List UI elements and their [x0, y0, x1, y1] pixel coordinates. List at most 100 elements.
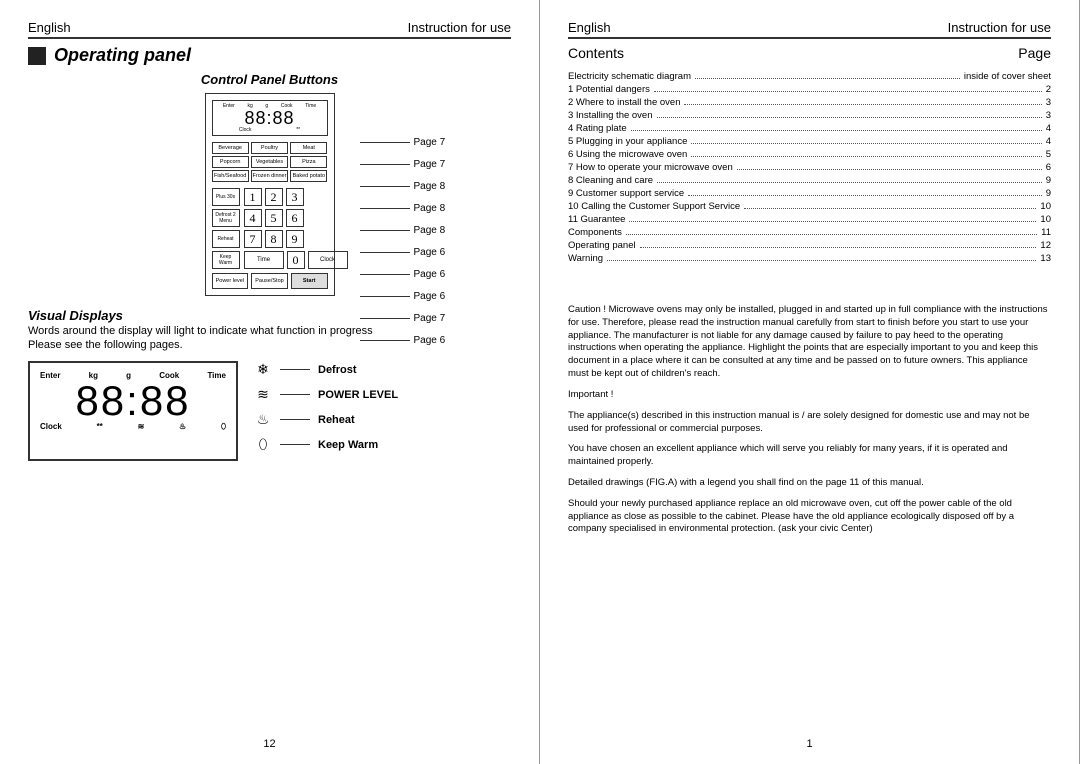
toc-row: Electricity schematic diagraminside of c… [568, 71, 1051, 82]
preset-button: Popcorn [212, 156, 249, 168]
keypad-key: 8 [265, 230, 283, 248]
black-square-icon [28, 47, 46, 65]
caution-p2: The appliance(s) described in this instr… [568, 410, 1051, 436]
caution-p3: You have chosen an excellent appliance w… [568, 443, 1051, 469]
bottom-button: Pause/Stop [251, 273, 288, 289]
toc-row: 8 Cleaning and care9 [568, 175, 1051, 186]
toc-row: 11 Guarantee 10 [568, 214, 1051, 225]
toc-page: 11 [1041, 227, 1051, 238]
toc-row: 10 Calling the Customer Support Service1… [568, 201, 1051, 212]
legend-row: ⬯ Keep Warm [254, 436, 398, 453]
callout: Page 6 [360, 292, 446, 302]
toc-row: 1 Potential dangers2 [568, 84, 1051, 95]
legend-icon: ❄ [254, 361, 272, 378]
callout: Page 8 [360, 182, 446, 192]
toc-title: 9 Customer support service [568, 188, 684, 199]
panel-diagram: EnterkggCookTime 88:88 Clock** Beverage P… [28, 93, 511, 296]
lcd-small: EnterkggCookTime 88:88 Clock** [212, 100, 328, 136]
toc-page: 9 [1046, 188, 1051, 199]
page-number: 1 [806, 738, 812, 750]
preset-button: Pizza [290, 156, 327, 168]
table-of-contents: Electricity schematic diagraminside of c… [568, 71, 1051, 264]
toc-title: Operating panel [568, 240, 636, 251]
legend-label: Defrost [318, 364, 357, 376]
toc-title: 7 How to operate your microwave oven [568, 162, 733, 173]
toc-title: Warning [568, 253, 603, 264]
important-label: Important ! [568, 389, 1051, 402]
toc-page: 4 [1046, 136, 1051, 147]
callout: Page 7 [360, 160, 446, 170]
preset-button: Frozen dinner [251, 170, 288, 182]
caution-block: Caution ! Microwave ovens may only be in… [568, 304, 1051, 536]
preset-button: Vegetables [251, 156, 288, 168]
callout-list: Page 7 Page 7 Page 8 Page 8 Page 8 Page 6 Page… [360, 138, 446, 358]
toc-row: 4 Rating plate 4 [568, 123, 1051, 134]
keypad: Plus 30s123Defrost 2 Menu456Reheat789Kee… [212, 188, 328, 269]
toc-title: 6 Using the microwave oven [568, 149, 687, 160]
legend-label: Keep Warm [318, 439, 378, 451]
toc-title: 4 Rating plate [568, 123, 627, 134]
toc-title: 2 Where to install the oven [568, 97, 680, 108]
toc-page: 12 [1040, 240, 1051, 251]
toc-title: 5 Plugging in your appliance [568, 136, 687, 147]
preset-button: Beverage [212, 142, 249, 154]
bottom-button: Start [291, 273, 328, 289]
keypad-key: 6 [286, 209, 304, 227]
toc-page: 10 [1040, 214, 1051, 225]
side-button: Reheat [212, 230, 240, 248]
toc-title: Components [568, 227, 622, 238]
toc-title: 10 Calling the Customer Support Service [568, 201, 740, 212]
callout: Page 8 [360, 204, 446, 214]
keypad-key: 0 [287, 251, 305, 269]
page-header: English Instruction for use [568, 20, 1051, 39]
legend-row: ❄ Defrost [254, 361, 398, 378]
side-button: Keep Warm [212, 251, 240, 269]
toc-title: 11 Guarantee [568, 214, 625, 225]
toc-row: 7 How to operate your microwave oven 6 [568, 162, 1051, 173]
toc-row: 2 Where to install the oven 3 [568, 97, 1051, 108]
toc-row: 6 Using the microwave oven 5 [568, 149, 1051, 160]
toc-page: 4 [1046, 123, 1051, 134]
keypad-key: 7 [244, 230, 262, 248]
callout: Page 7 [360, 138, 446, 148]
lcd-digits: 88:88 [217, 109, 323, 127]
keypad-key: 2 [265, 188, 283, 206]
callout: Page 8 [360, 226, 446, 236]
toc-page: 3 [1046, 97, 1051, 108]
caution-p1: Caution ! Microwave ovens may only be in… [568, 304, 1051, 381]
control-panel: EnterkggCookTime 88:88 Clock** Beverage P… [205, 93, 335, 296]
legend-icon: ⬯ [254, 436, 272, 453]
section-title: Operating panel [54, 45, 191, 66]
lang-label: English [28, 20, 71, 35]
preset-button: Fish/Seafood [212, 170, 249, 182]
toc-row: Operating panel 12 [568, 240, 1051, 251]
callout: Page 7 [360, 314, 446, 324]
page-label: Page [1018, 45, 1051, 61]
big-digits: 88:88 [40, 380, 226, 422]
bottom-buttons-row: Power levelPause/StopStart [212, 273, 328, 289]
caution-p4: Detailed drawings (FIG.A) with a legend … [568, 477, 1051, 490]
page-right: English Instruction for use Contents Pag… [540, 0, 1080, 764]
contents-heading-row: Contents Page [568, 45, 1051, 61]
keypad-key: 5 [265, 209, 283, 227]
control-panel-heading: Control Panel Buttons [28, 72, 511, 87]
bottom-button: Power level [212, 273, 249, 289]
keypad-key: 9 [286, 230, 304, 248]
section-title-bar: Operating panel [28, 45, 511, 66]
legend-row: ♨Reheat [254, 411, 398, 428]
legend-label: POWER LEVEL [318, 389, 398, 401]
keypad-key: 3 [286, 188, 304, 206]
toc-page: 6 [1046, 162, 1051, 173]
toc-title: Electricity schematic diagram [568, 71, 691, 82]
side-button: Defrost 2 Menu [212, 209, 240, 227]
page-number: 12 [263, 738, 275, 750]
page-header: English Instruction for use [28, 20, 511, 39]
legend-icon: ♨ [254, 411, 272, 428]
toc-page: 5 [1046, 149, 1051, 160]
lang-label: English [568, 20, 611, 35]
toc-row: 3 Installing the oven3 [568, 110, 1051, 121]
preset-button: Baked potato [290, 170, 327, 182]
side-button: Plus 30s [212, 188, 240, 206]
toc-row: 9 Customer support service 9 [568, 188, 1051, 199]
callout: Page 6 [360, 270, 446, 280]
